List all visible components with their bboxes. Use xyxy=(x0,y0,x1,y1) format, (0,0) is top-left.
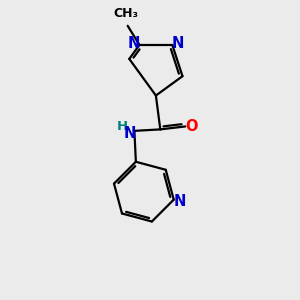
Text: H: H xyxy=(116,120,128,133)
Text: N: N xyxy=(171,36,184,51)
Text: N: N xyxy=(174,194,186,208)
Text: N: N xyxy=(128,36,140,51)
Text: O: O xyxy=(186,119,198,134)
Text: N: N xyxy=(124,126,136,141)
Text: CH₃: CH₃ xyxy=(114,8,139,20)
